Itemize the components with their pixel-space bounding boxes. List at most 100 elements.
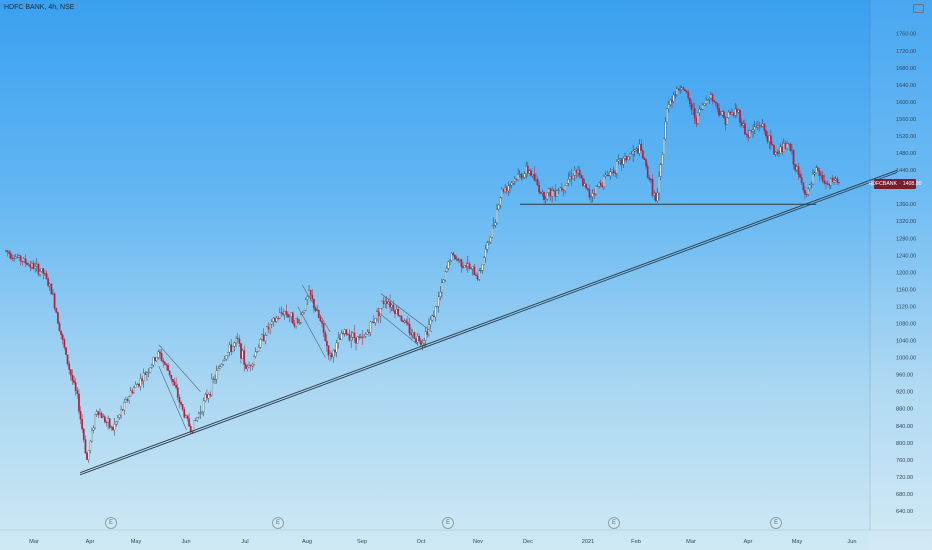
- candle-body: [340, 332, 343, 340]
- candle-body: [724, 117, 727, 125]
- candle-body: [133, 387, 135, 394]
- candle-body: [230, 344, 233, 352]
- candle-body: [277, 317, 280, 319]
- y-tick-label: 800.00: [896, 441, 913, 447]
- candle-body: [387, 301, 390, 304]
- candle-body: [24, 258, 27, 264]
- earnings-marker-icon[interactable]: E: [105, 517, 117, 529]
- candle-body: [204, 394, 207, 402]
- candle-body: [400, 315, 403, 321]
- candle-body: [786, 143, 788, 149]
- candle-body: [202, 400, 205, 413]
- candle-body: [711, 94, 714, 102]
- candle-body: [167, 365, 169, 371]
- x-tick-label: Mar: [686, 539, 696, 545]
- candle-body: [684, 89, 686, 92]
- candle-body: [468, 263, 471, 269]
- candle-body: [679, 89, 681, 91]
- candle-body: [799, 174, 801, 178]
- candle-body: [408, 324, 411, 334]
- candle-body: [293, 323, 296, 327]
- candle-body: [831, 178, 834, 183]
- candle-body: [585, 183, 587, 189]
- candle-body: [219, 366, 221, 369]
- y-tick-label: 1720.00: [896, 49, 916, 55]
- candle-body: [65, 347, 67, 355]
- candle-body: [789, 143, 792, 151]
- candle-body: [227, 351, 229, 356]
- settings-icon[interactable]: [913, 4, 924, 13]
- candle-body: [253, 356, 255, 365]
- candle-body: [334, 350, 336, 353]
- candle-body: [244, 364, 247, 369]
- candle-body: [740, 122, 743, 126]
- candle-body: [635, 148, 638, 150]
- y-tick-label: 1000.00: [896, 356, 916, 362]
- candle-body: [431, 315, 434, 321]
- candle-body: [371, 321, 374, 323]
- candle-body: [591, 193, 594, 197]
- candle-body: [129, 390, 132, 397]
- candle-body: [525, 165, 528, 174]
- candle-body: [627, 156, 630, 161]
- candle-body: [677, 88, 680, 91]
- x-tick-label: May: [131, 539, 142, 545]
- candle-body: [612, 169, 615, 173]
- pattern-line: [376, 310, 419, 346]
- candle-body: [267, 326, 270, 330]
- candle-body: [622, 158, 625, 165]
- earnings-marker-icon[interactable]: E: [608, 517, 620, 529]
- y-tick-label: 1160.00: [896, 287, 916, 293]
- candle-body: [382, 301, 385, 305]
- candle-body: [700, 108, 703, 110]
- candle-body: [734, 108, 737, 116]
- candle-body: [755, 126, 758, 128]
- candle-body: [291, 312, 294, 324]
- y-tick-label: 840.00: [896, 424, 913, 430]
- candle-body: [559, 187, 562, 191]
- candle-body: [727, 111, 730, 118]
- candle-body: [155, 357, 158, 361]
- candle-body: [139, 378, 142, 387]
- candle-body: [74, 382, 77, 391]
- candle-body: [168, 370, 171, 376]
- candle-body: [473, 266, 476, 276]
- candle-body: [617, 159, 620, 162]
- earnings-marker-icon[interactable]: E: [442, 517, 454, 529]
- candle-body: [654, 192, 657, 201]
- candle-body: [118, 414, 121, 418]
- earnings-marker-icon[interactable]: E: [272, 517, 284, 529]
- candle-body: [48, 283, 51, 286]
- earnings-marker-icon[interactable]: E: [770, 517, 782, 529]
- candle-body: [107, 418, 109, 423]
- candle-body: [804, 189, 806, 195]
- candle-body: [501, 188, 503, 198]
- candle-body: [374, 318, 377, 323]
- candle-body: [52, 293, 54, 295]
- candle-body: [450, 252, 453, 261]
- y-tick-label: 680.00: [896, 492, 913, 498]
- candle-body: [76, 390, 79, 395]
- candle-body: [667, 104, 670, 109]
- candle-body: [269, 324, 271, 330]
- candle-body: [376, 311, 378, 319]
- candle-body: [296, 318, 299, 323]
- y-tick-label: 1600.00: [896, 100, 916, 106]
- y-tick-label: 1200.00: [896, 270, 916, 276]
- candle-body: [150, 364, 153, 368]
- candle-body: [719, 114, 722, 116]
- candle-body: [138, 383, 140, 387]
- candle-body: [290, 312, 293, 317]
- candle-body: [596, 186, 599, 187]
- candle-body: [206, 394, 208, 399]
- candle-body: [353, 332, 356, 338]
- candle-body: [423, 340, 425, 344]
- candle-body: [836, 178, 839, 183]
- candle-body: [332, 350, 335, 358]
- candle-body: [807, 188, 809, 195]
- candle-body: [246, 366, 249, 369]
- candle-body: [141, 378, 143, 382]
- candle-body: [586, 187, 589, 190]
